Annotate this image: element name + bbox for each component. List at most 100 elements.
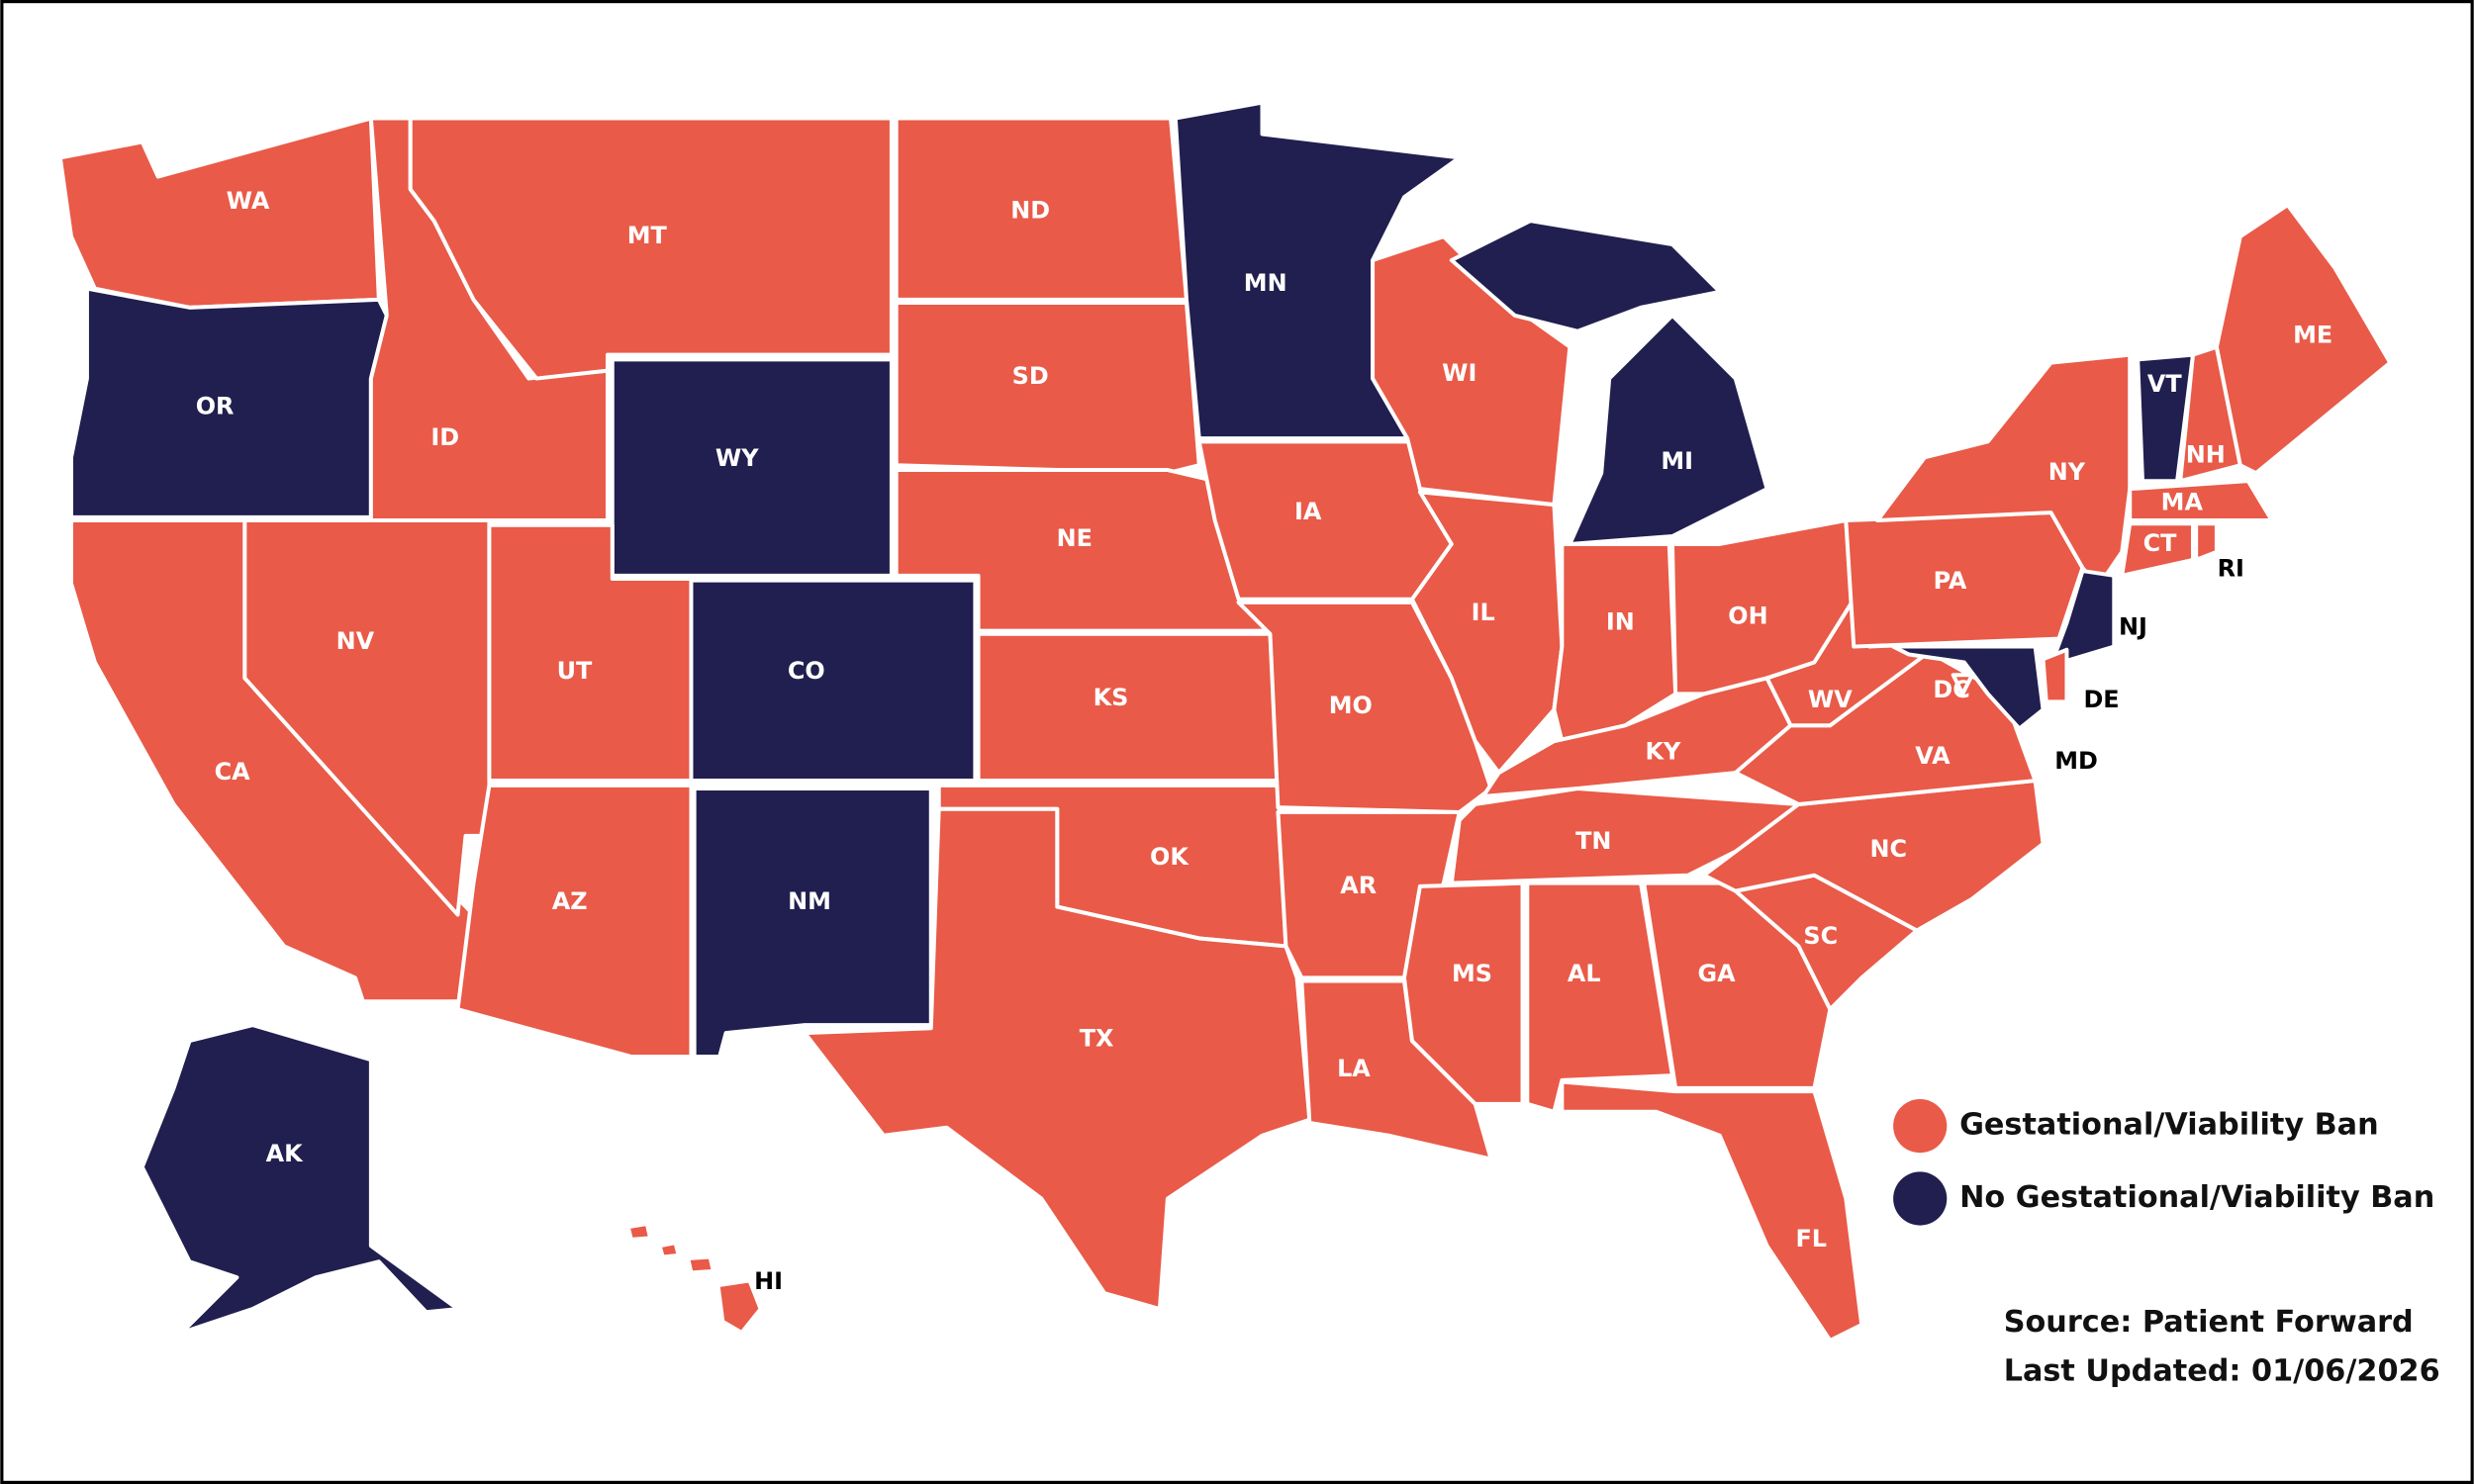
state-shape (692, 787, 933, 1060)
state-label: NM (788, 887, 831, 915)
state-shape (408, 116, 894, 381)
state-label: MN (1244, 269, 1287, 297)
state: PA (1844, 510, 2085, 649)
state-label: NC (1870, 835, 1908, 863)
state-label: CA (215, 758, 251, 786)
state-shape (455, 783, 694, 1060)
state: NC (1701, 779, 2046, 933)
state-label: NV (336, 627, 375, 655)
state-shape (686, 1254, 715, 1275)
state-label: WY (715, 444, 759, 472)
state-shape (2214, 203, 2393, 476)
state-label: NY (2048, 458, 2086, 486)
state-label: MT (627, 222, 668, 249)
state-label: ID (430, 423, 459, 451)
state-label: AK (266, 1140, 305, 1167)
state-label: TX (1080, 1024, 1114, 1052)
state: MT (408, 116, 894, 381)
state: DE (2041, 647, 2120, 713)
state: TX (803, 806, 1312, 1312)
state-label: SC (1803, 922, 1838, 950)
state-label: WA (227, 187, 270, 215)
state-label: NE (1057, 524, 1093, 552)
state-label: ND (1010, 197, 1050, 225)
state: NJ (2048, 569, 2147, 668)
state-label: WI (1442, 359, 1476, 387)
state-label: MO (1329, 692, 1373, 719)
state-label: HI (754, 1267, 783, 1295)
state-shape (2136, 352, 2195, 484)
state-label: AL (1568, 960, 1601, 987)
state-label: MD (2054, 747, 2098, 775)
state-label: OH (1728, 602, 1767, 629)
state: IL (1409, 490, 1565, 776)
state-label: LA (1337, 1055, 1371, 1082)
state-label: CO (788, 657, 825, 685)
state-label: MI (1661, 447, 1693, 475)
state: VT (2136, 352, 2195, 484)
state-shape (894, 301, 1201, 476)
state: MA (2128, 479, 2274, 523)
state-shape (657, 1241, 681, 1259)
state-shape (2128, 479, 2274, 523)
state: HI (625, 1221, 783, 1335)
state-label: DC (1933, 676, 1969, 703)
state-shape (1409, 490, 1565, 776)
state-shape (2120, 521, 2195, 578)
state-shape (2048, 569, 2117, 668)
last-updated: Last Updated: 01/06/2026 (2004, 1353, 2440, 1388)
state: OH (1669, 518, 1856, 696)
state-shape (689, 578, 978, 784)
state: AK (140, 1023, 460, 1335)
state-shape (1951, 673, 1974, 696)
state-label: OK (1150, 843, 1189, 871)
state: SC (1733, 873, 1920, 1012)
state-label: PA (1934, 567, 1967, 595)
state-label: KY (1645, 737, 1681, 765)
state-label: NH (2186, 441, 2226, 469)
state: NM (692, 787, 933, 1060)
state-label: RI (2218, 554, 2244, 582)
state-label: UT (557, 657, 593, 685)
state-label: OR (196, 392, 235, 419)
state-label: IA (1294, 498, 1322, 525)
state-shape (715, 1278, 763, 1335)
state-label: AR (1340, 872, 1377, 899)
legend-swatch (1893, 1171, 1948, 1226)
state-shape (625, 1221, 653, 1242)
state: CT (2120, 521, 2195, 578)
state: CO (689, 578, 978, 784)
state-shape (803, 806, 1312, 1312)
state-shape (2041, 647, 2069, 704)
state-label: FL (1795, 1225, 1827, 1252)
state-shape (2194, 521, 2219, 562)
state: OR (69, 286, 389, 519)
state: SD (894, 301, 1201, 476)
state-label: DE (2083, 686, 2119, 713)
state-label: AZ (552, 887, 588, 915)
legend-label: Gestational/Viability Ban (1959, 1108, 2379, 1143)
state: MO (1236, 600, 1493, 814)
state: WY (610, 357, 894, 578)
state-label: NJ (2119, 612, 2147, 640)
state: FL (1560, 1079, 1864, 1343)
state: MI (1449, 219, 1769, 546)
states: WA OR CA NV ID MT WY UT CO AZ NM ND SD NE KS OK TX MN IA MO… (57, 100, 2393, 1343)
state-label: ME (2293, 322, 2332, 349)
state-shape (140, 1023, 460, 1335)
state: RI (2194, 521, 2244, 582)
state-label: MA (2161, 489, 2204, 516)
state-label: VT (2147, 370, 2183, 398)
state-label: CT (2143, 529, 2178, 557)
state-label: VA (1915, 742, 1951, 770)
state: KS (976, 631, 1281, 784)
state-label: WV (1808, 686, 1853, 713)
legend-label: No Gestational/Viability Ban (1959, 1180, 2434, 1215)
state-label: KS (1094, 684, 1129, 711)
legend: Gestational/Viability Ban No Gestational… (1893, 1099, 2434, 1226)
state: AZ (455, 783, 694, 1060)
state: MS (1401, 881, 1525, 1106)
state-shape (1449, 219, 1722, 333)
